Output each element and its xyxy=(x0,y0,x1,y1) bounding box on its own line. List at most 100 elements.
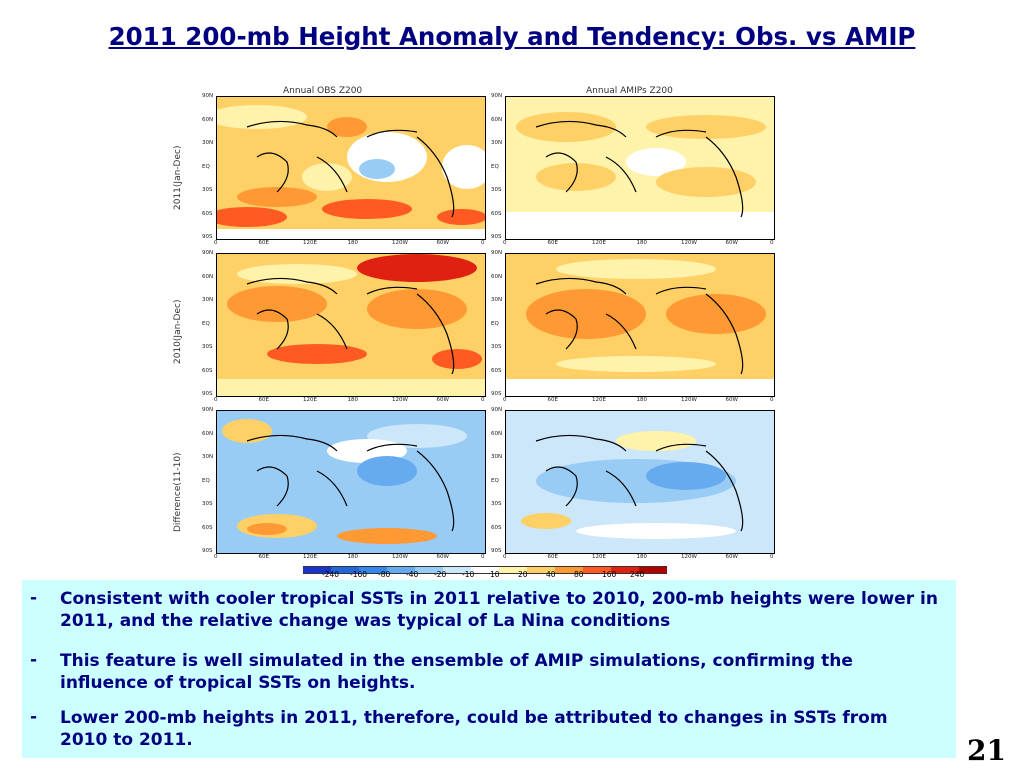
lat-tick-label: EQ xyxy=(491,320,499,327)
lat-tick-label: EQ xyxy=(202,163,210,170)
lat-tick-label: 60S xyxy=(202,210,213,217)
map-obs-2011 xyxy=(216,96,486,240)
lon-tick-label: 60W xyxy=(436,554,449,560)
lat-tick-label: 30S xyxy=(491,344,502,350)
lat-tick-label: 90S xyxy=(491,234,502,240)
lon-tick-label: 60W xyxy=(436,240,449,246)
lat-tick-label: 90N xyxy=(491,407,503,413)
colorbar-swatch xyxy=(555,566,583,574)
lon-tick-label: 120W xyxy=(681,554,697,560)
lon-tick-label: 0 xyxy=(770,397,774,403)
lat-tick-label: 60S xyxy=(491,210,502,217)
bullet-marker: - xyxy=(30,707,38,727)
slide-title: 2011 200-mb Height Anomaly and Tendency:… xyxy=(108,22,916,51)
colorbar-swatch xyxy=(471,566,499,574)
lon-tick-label: 0 xyxy=(481,397,485,403)
map-obs-difference xyxy=(216,410,486,554)
colorbar-swatch xyxy=(583,566,611,574)
colorbar-label: -10 xyxy=(462,570,475,579)
colorbar-swatch xyxy=(303,566,331,574)
colorbar-swatch xyxy=(443,566,471,574)
lon-tick-label: 60W xyxy=(725,397,738,403)
lon-tick-label: 0 xyxy=(214,554,218,560)
lat-tick-label: 60S xyxy=(491,367,502,374)
colorbar-swatch xyxy=(359,566,387,574)
anomaly-map-figure: Annual OBS Z200 Annual AMIPs Z200 2011(J… xyxy=(163,82,793,582)
lat-tick-label: 90S xyxy=(491,548,502,554)
lat-tick-label: 30N xyxy=(202,454,214,460)
lon-tick-label: 60E xyxy=(258,554,269,560)
lat-tick-label: 60N xyxy=(202,430,214,437)
lat-tick-label: 90N xyxy=(491,250,503,256)
colorbar-swatch xyxy=(415,566,443,574)
lon-tick-label: 0 xyxy=(770,554,774,560)
column-title-amip: Annual AMIPs Z200 xyxy=(586,86,673,96)
colorbar-label: 40 xyxy=(546,570,556,579)
bullet-text: This feature is well simulated in the en… xyxy=(60,651,853,693)
lat-tick-label: 30S xyxy=(202,501,213,507)
lon-tick-label: 0 xyxy=(481,554,485,560)
lat-tick-label: 90N xyxy=(202,407,214,413)
lat-tick-label: 90S xyxy=(202,234,213,240)
lon-tick-label: 60E xyxy=(547,554,558,560)
lon-tick-label: 60W xyxy=(725,554,738,560)
lat-tick-label: 60N xyxy=(491,273,503,280)
lat-tick-label: 60N xyxy=(202,116,214,123)
lon-tick-label: 120E xyxy=(303,240,317,246)
lon-tick-label: 60W xyxy=(436,397,449,403)
lat-tick-label: 30N xyxy=(491,297,503,303)
lat-tick-label: 90N xyxy=(202,93,214,99)
colorbar-label: 160 xyxy=(602,570,617,579)
map-amip-2011 xyxy=(505,96,775,240)
lon-tick-label: 180 xyxy=(347,240,359,246)
lon-tick-label: 120W xyxy=(681,240,697,246)
lon-tick-label: 180 xyxy=(636,554,648,560)
map-obs-2010 xyxy=(216,253,486,397)
lat-tick-label: 90S xyxy=(202,391,213,397)
colorbar-swatch xyxy=(639,566,667,574)
colorbar-swatch xyxy=(331,566,359,574)
lat-tick-label: 30S xyxy=(202,187,213,193)
colorbar-swatch xyxy=(611,566,639,574)
lon-tick-label: 60W xyxy=(725,240,738,246)
lat-tick-label: EQ xyxy=(491,163,499,170)
map-amip-2010 xyxy=(505,253,775,397)
lat-tick-label: 30N xyxy=(491,140,503,146)
lat-tick-label: 60N xyxy=(491,116,503,123)
colorbar-label: 10 xyxy=(490,570,500,579)
lat-tick-label: 90S xyxy=(491,391,502,397)
lon-tick-label: 0 xyxy=(503,554,507,560)
colorbar-label: -80 xyxy=(378,570,391,579)
row-label-2011: 2011(Jan-Dec) xyxy=(173,145,183,210)
bullet-marker: - xyxy=(30,588,38,608)
bullet-marker: - xyxy=(30,650,38,670)
summary-textbox: - Consistent with cooler tropical SSTs i… xyxy=(22,580,956,758)
lat-tick-label: EQ xyxy=(202,320,210,327)
colorbar-label: -20 xyxy=(434,570,447,579)
lon-tick-label: 60E xyxy=(258,240,269,246)
lon-tick-label: 180 xyxy=(347,397,359,403)
row-label-2010: 2010(Jan-Dec) xyxy=(173,299,183,364)
lon-tick-label: 0 xyxy=(214,397,218,403)
colorbar-swatch xyxy=(527,566,555,574)
lon-tick-label: 120W xyxy=(392,554,408,560)
lon-tick-label: 120W xyxy=(392,397,408,403)
lat-tick-label: 60N xyxy=(491,430,503,437)
lat-tick-label: 30S xyxy=(202,344,213,350)
lon-tick-label: 120E xyxy=(303,554,317,560)
lat-tick-label: EQ xyxy=(491,477,499,484)
colorbar-swatch xyxy=(499,566,527,574)
lon-tick-label: 180 xyxy=(636,397,648,403)
lon-tick-label: 120E xyxy=(592,397,606,403)
lon-tick-label: 120E xyxy=(592,240,606,246)
lat-tick-label: 30N xyxy=(491,454,503,460)
lon-tick-label: 0 xyxy=(503,240,507,246)
colorbar-swatch xyxy=(387,566,415,574)
lon-tick-label: 0 xyxy=(770,240,774,246)
bullet-text: Consistent with cooler tropical SSTs in … xyxy=(60,589,938,631)
page-number: 21 xyxy=(967,734,1006,767)
lat-tick-label: 30N xyxy=(202,297,214,303)
lon-tick-label: 0 xyxy=(214,240,218,246)
lon-tick-label: 180 xyxy=(347,554,359,560)
colorbar-label: 240 xyxy=(630,570,645,579)
